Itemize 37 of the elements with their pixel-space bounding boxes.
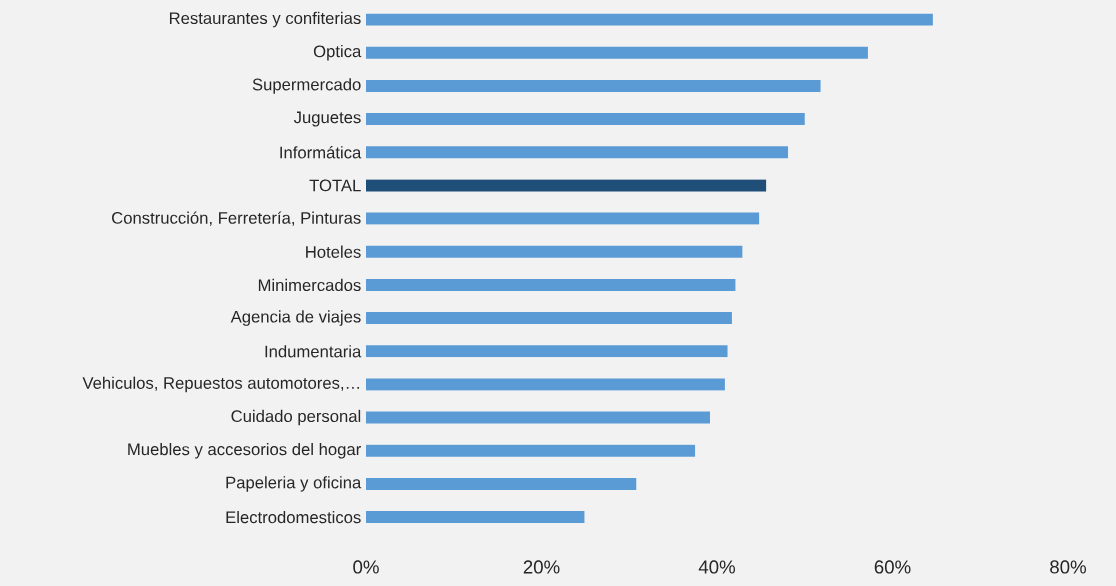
y-tick-label: Vehiculos, Repuestos automotores,…	[82, 376, 359, 393]
bar	[366, 179, 767, 192]
bar	[366, 146, 789, 159]
bar	[366, 212, 760, 225]
y-tick-label: Construcción, Ferretería, Pinturas	[112, 211, 361, 226]
y-tick-label: Juguetes	[293, 111, 361, 127]
bar	[366, 411, 710, 424]
bar	[366, 245, 743, 258]
x-tick-label: 60%	[874, 560, 911, 574]
bar	[366, 477, 637, 490]
bar	[366, 312, 732, 325]
y-tick-label: Electrodomesticos	[226, 510, 361, 524]
y-tick-label: Restaurantes y confiterias	[169, 11, 361, 28]
y-tick-label: Optica	[313, 44, 362, 61]
x-tick-label: 40%	[698, 560, 736, 574]
bar	[366, 46, 868, 59]
y-tick-label: Cuidado personal	[231, 409, 361, 426]
bar	[366, 345, 728, 358]
bar	[366, 278, 736, 291]
x-tick-label: 80%	[1050, 560, 1087, 574]
bar	[366, 113, 805, 126]
y-tick-label: Hoteles	[306, 245, 361, 258]
bar	[366, 79, 821, 92]
bar	[366, 378, 725, 391]
bar	[366, 444, 696, 457]
y-tick-label: Agencia de viajes	[230, 310, 361, 326]
x-tick-label: 20%	[523, 560, 560, 574]
y-tick-label: Minimercados	[258, 278, 361, 292]
y-tick-label: Papeleria y oficina	[226, 476, 362, 492]
y-tick-label: Supermercado	[252, 78, 361, 94]
y-tick-label: TOTAL	[309, 179, 361, 192]
bar	[366, 13, 933, 26]
x-tick-label: 0%	[353, 560, 379, 574]
y-tick-label: Indumentaria	[265, 345, 362, 358]
bar	[366, 511, 585, 524]
y-tick-label: Muebles y accesorios del hogar	[128, 442, 361, 459]
y-tick-label: Informática	[280, 146, 362, 159]
